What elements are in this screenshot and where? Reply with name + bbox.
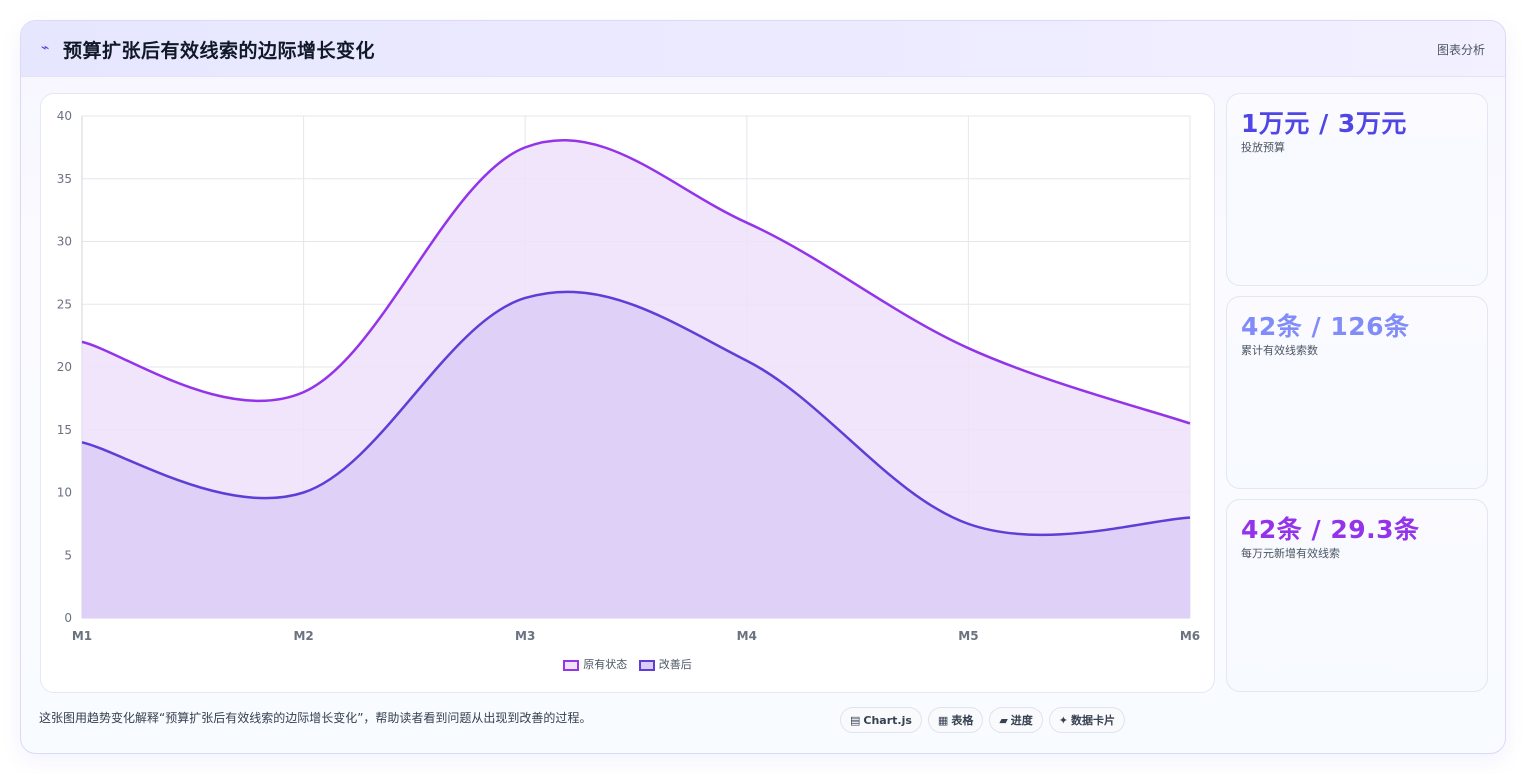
legend-label: 原有状态 [583,658,628,671]
y-tick-label: 30 [57,235,72,249]
y-tick-label: 20 [57,360,72,374]
pill-chartjs[interactable]: ▤ Chart.js [840,707,922,733]
stat-card-leads: 42条 / 126条 累计有效线索数 [1226,296,1488,489]
stat-value: 1万元 / 3万元 [1241,109,1407,138]
x-tick-label: M4 [737,629,757,643]
y-tick-label: 5 [64,548,72,562]
stat-label: 投放预算 [1241,141,1285,154]
y-tick-label: 40 [57,109,72,123]
series-line-0 [81,138,1191,425]
chart-panel: 0 5 10 15 20 25 30 35 40 M1 M2 M3 M4 M5 M6 原有状态 改善后 [40,93,1215,693]
pill-label: Chart.js [863,714,912,727]
view-switcher: ▤ Chart.js ▦ 表格 ▰ 进度 ✦ 数据卡片 [840,707,1131,733]
stat-card-budget: 1万元 / 3万元 投放预算 [1226,93,1488,286]
chart-card: ⌁ 预算扩张后有效线索的边际增长变化 图表分析 0 5 10 15 20 25 30 35 40… [20,20,1506,754]
chart-caption: 这张图用趋势变化解释“预算扩张后有效线索的边际增长变化”，帮助读者看到问题从出现… [39,711,592,725]
pill-label: 进度 [1010,714,1033,727]
stat-card-efficiency: 42条 / 29.3条 每万元新增有效线索 [1226,499,1488,692]
series-area-1 [82,291,1190,618]
x-tick-label: M3 [515,629,535,643]
legend-item-improved[interactable]: 改善后 [638,656,692,672]
progress-icon: ▰ [999,714,1008,727]
chart-analysis-link[interactable]: 图表分析 [1436,43,1485,57]
trend-icon: ⌁ [41,40,50,56]
y-tick-label: 10 [57,486,72,500]
y-tick-label: 35 [57,172,72,186]
pill-progress[interactable]: ▰ 进度 [989,707,1043,733]
series-line-1 [81,290,1191,537]
table-icon: ▦ [937,714,949,727]
legend-swatch [638,660,655,671]
pill-label: 数据卡片 [1071,714,1116,727]
stat-value: 42条 / 126条 [1241,312,1410,341]
pill-table[interactable]: ▦ 表格 [927,707,984,733]
y-tick-label: 15 [57,423,72,437]
y-tick-label: 25 [57,297,72,311]
x-tick-label: M5 [958,629,978,643]
chart-legend: 原有状态 改善后 [41,656,1214,672]
pill-data-cards[interactable]: ✦ 数据卡片 [1048,707,1126,733]
area-chart: 0 5 10 15 20 25 30 35 40 M1 M2 M3 M4 M5 M6 [57,109,1200,643]
card-header: ⌁ 预算扩张后有效线索的边际增长变化 图表分析 [21,21,1505,77]
sparkle-icon: ✦ [1058,714,1069,727]
stat-label: 累计有效线索数 [1241,344,1318,357]
x-tick-label: M2 [293,629,313,643]
legend-swatch [563,660,580,671]
page-title: 预算扩张后有效线索的边际增长变化 [63,40,376,62]
y-tick-label: 0 [64,611,72,625]
pill-label: 表格 [951,714,974,727]
stat-label: 每万元新增有效线索 [1241,547,1340,560]
legend-item-original[interactable]: 原有状态 [563,656,627,672]
stat-value: 42条 / 29.3条 [1241,515,1420,544]
x-tick-label: M1 [72,629,92,643]
chart-icon: ▤ [850,714,861,727]
legend-label: 改善后 [658,658,692,671]
x-tick-label: M6 [1180,629,1200,643]
